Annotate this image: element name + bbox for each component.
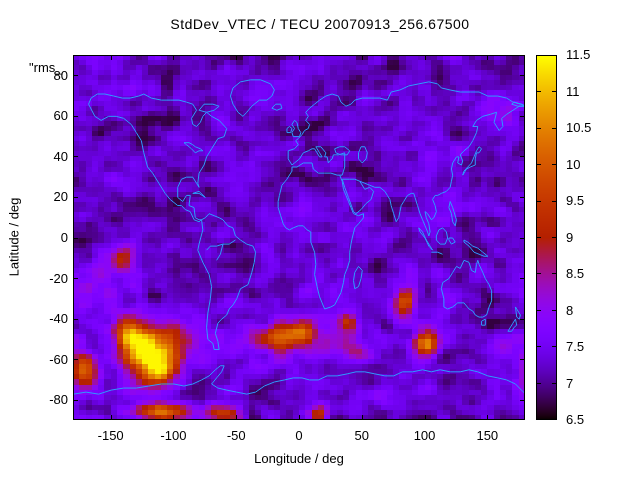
y-tick-label: 40	[53, 148, 68, 164]
colorbar-tick-label: 11.5	[566, 47, 591, 62]
series-key-label: "rms_	[29, 60, 63, 75]
x-tick-label: -50	[226, 428, 246, 443]
colorbar-tick-label: 10.5	[566, 120, 592, 135]
x-tick-label: 0	[295, 428, 303, 443]
x-tick-label: -100	[160, 428, 187, 443]
colorbar-tick-label: 7	[566, 375, 574, 391]
colorbar-tick-label: 8.5	[566, 266, 585, 281]
colorbar-tick-label: 9	[566, 229, 574, 245]
y-tick-label: -40	[49, 311, 68, 327]
x-tick-label: 50	[354, 428, 369, 443]
x-tick-label: 100	[413, 428, 436, 443]
heatmap-canvas	[73, 55, 525, 420]
colorbar-tick-label: 11	[566, 83, 580, 99]
y-tick-label: 60	[53, 108, 68, 124]
colorbar-tick-label: 6.5	[566, 412, 585, 427]
y-tick-label: 80	[53, 67, 68, 83]
y-tick-label: -80	[49, 392, 68, 408]
colorbar-tick-label: 10	[566, 156, 581, 172]
colorbar-tick-label: 7.5	[566, 339, 585, 354]
y-tick-label: -20	[49, 270, 68, 286]
x-axis-label: Longitude / deg	[254, 451, 344, 466]
colorbar-tick-label: 9.5	[566, 193, 585, 208]
colorbar-tick-label: 8	[566, 302, 574, 318]
colorbar	[536, 55, 557, 420]
chart-title: StdDev_VTEC / TECU 20070913_256.67500	[170, 16, 470, 32]
y-tick-label: 0	[60, 230, 68, 245]
y-tick-label: 20	[53, 189, 68, 205]
x-tick-label: 150	[476, 428, 499, 443]
y-tick-label: -60	[49, 351, 68, 367]
x-tick-label: -150	[97, 428, 124, 443]
